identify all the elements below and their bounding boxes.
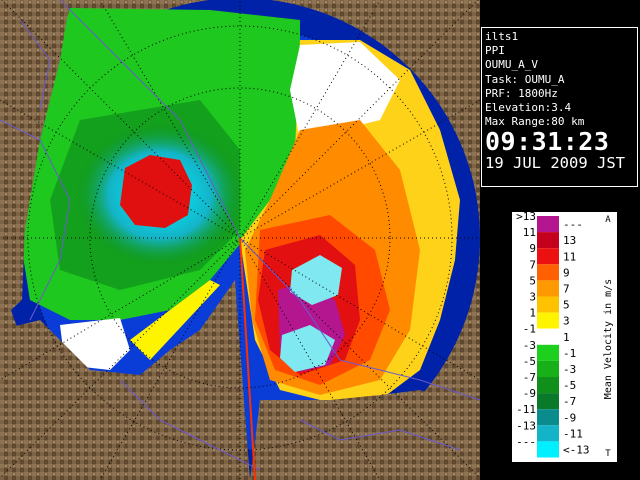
legend-left-label: 7: [529, 258, 536, 271]
legend-left-label: -9: [523, 387, 536, 400]
legend-right-label: 11: [563, 250, 576, 263]
terrain-upper-left: [0, 0, 70, 320]
legend-right-label: 9: [563, 266, 570, 279]
legend-right-label: -3: [563, 363, 576, 376]
legend-left-label: >13: [516, 212, 536, 223]
task-name: Task: OUMU_A: [485, 72, 565, 86]
legend-left-label: 1: [529, 307, 536, 320]
elevation-value: Elevation:3.4: [485, 101, 572, 115]
legend-right-label: -1: [563, 347, 576, 360]
legend-left-label: ---: [516, 435, 536, 448]
azimuth-lines: [0, 0, 480, 480]
legend-left-label: 9: [529, 242, 536, 255]
legend-swatch: [537, 425, 559, 442]
legend-right-label: ---: [563, 218, 583, 231]
legend-swatch: [537, 344, 559, 361]
max-range-value: Max Range:80 km: [485, 115, 585, 129]
legend-right-label: -7: [563, 395, 576, 408]
velocity-legend: >13 --- 11 13 9 11 7 9 5 7 3 5 1 3 -1 1 -3 -1 -5 -3 -7 -5 -9 -7…: [511, 211, 618, 463]
legend-swatch: [537, 296, 559, 313]
legend-left-label: 5: [529, 274, 536, 287]
product-name: OUMU_A_V: [485, 58, 538, 72]
legend-left-label: -13: [516, 419, 536, 432]
scan-type: PPI: [485, 44, 505, 58]
legend-swatch: [537, 409, 559, 426]
legend-right-label: 1: [563, 331, 570, 344]
legend-right-label: 7: [563, 283, 570, 296]
legend-swatch: [537, 360, 559, 377]
legend-right-label: -11: [563, 427, 583, 440]
legend-left-label: 3: [529, 291, 536, 304]
legend-swatch: [537, 441, 559, 458]
range-ring-1: [89, 87, 391, 389]
legend-top-mark: A: [605, 215, 611, 225]
legend-bottom-mark: T: [605, 449, 611, 459]
legend-swatch: [537, 312, 559, 329]
legend-swatch: [537, 264, 559, 281]
legend-left-label: -1: [523, 323, 536, 336]
legend-title: Mean Velocity in m/s: [603, 279, 614, 399]
radar-info-panel: ilts1 PPI OUMU_A_V Task: OUMU_A PRF: 180…: [481, 27, 638, 187]
legend-right-label: -5: [563, 379, 576, 392]
legend-swatch: [537, 377, 559, 394]
legend-left-label: -5: [523, 355, 536, 368]
legend-left-label: -7: [523, 371, 536, 384]
legend-left-label: -3: [523, 339, 536, 352]
echo-red-core: [120, 155, 192, 228]
terrain-lower-right: [250, 390, 480, 480]
prf-value: PRF: 1800Hz: [485, 86, 558, 100]
scan-date: 19 JUL 2009 JST: [485, 154, 625, 173]
terrain-lower-left: [0, 280, 250, 480]
legend-swatch: [537, 216, 559, 233]
legend-right-label: 3: [563, 315, 570, 328]
legend-swatch: [537, 328, 559, 345]
scan-time: 09:31:23: [485, 127, 610, 157]
radar-center-ray: [239, 237, 256, 480]
echo-yellow-left-streak: [130, 280, 220, 360]
radar-ppi-display: [0, 0, 480, 480]
legend-swatch: [537, 280, 559, 297]
echo-white-band: [290, 42, 400, 140]
legend-right-label: 13: [563, 234, 576, 247]
echo-white-left: [60, 318, 130, 370]
legend-swatch: [537, 393, 559, 410]
echo-cyan-core-right-low: [280, 325, 335, 372]
legend-swatch: [537, 248, 559, 265]
legend-left-label: 11: [523, 226, 536, 239]
station-id: ilts1: [485, 30, 519, 43]
map-boundaries: [0, 0, 480, 471]
legend-right-label: 5: [563, 299, 570, 312]
legend-right-label: -9: [563, 411, 576, 424]
legend-left-label: -11: [516, 403, 536, 416]
legend-right-label: <-13: [563, 444, 590, 457]
echo-cyan-core-right: [290, 255, 342, 305]
legend-swatch: [537, 232, 559, 249]
